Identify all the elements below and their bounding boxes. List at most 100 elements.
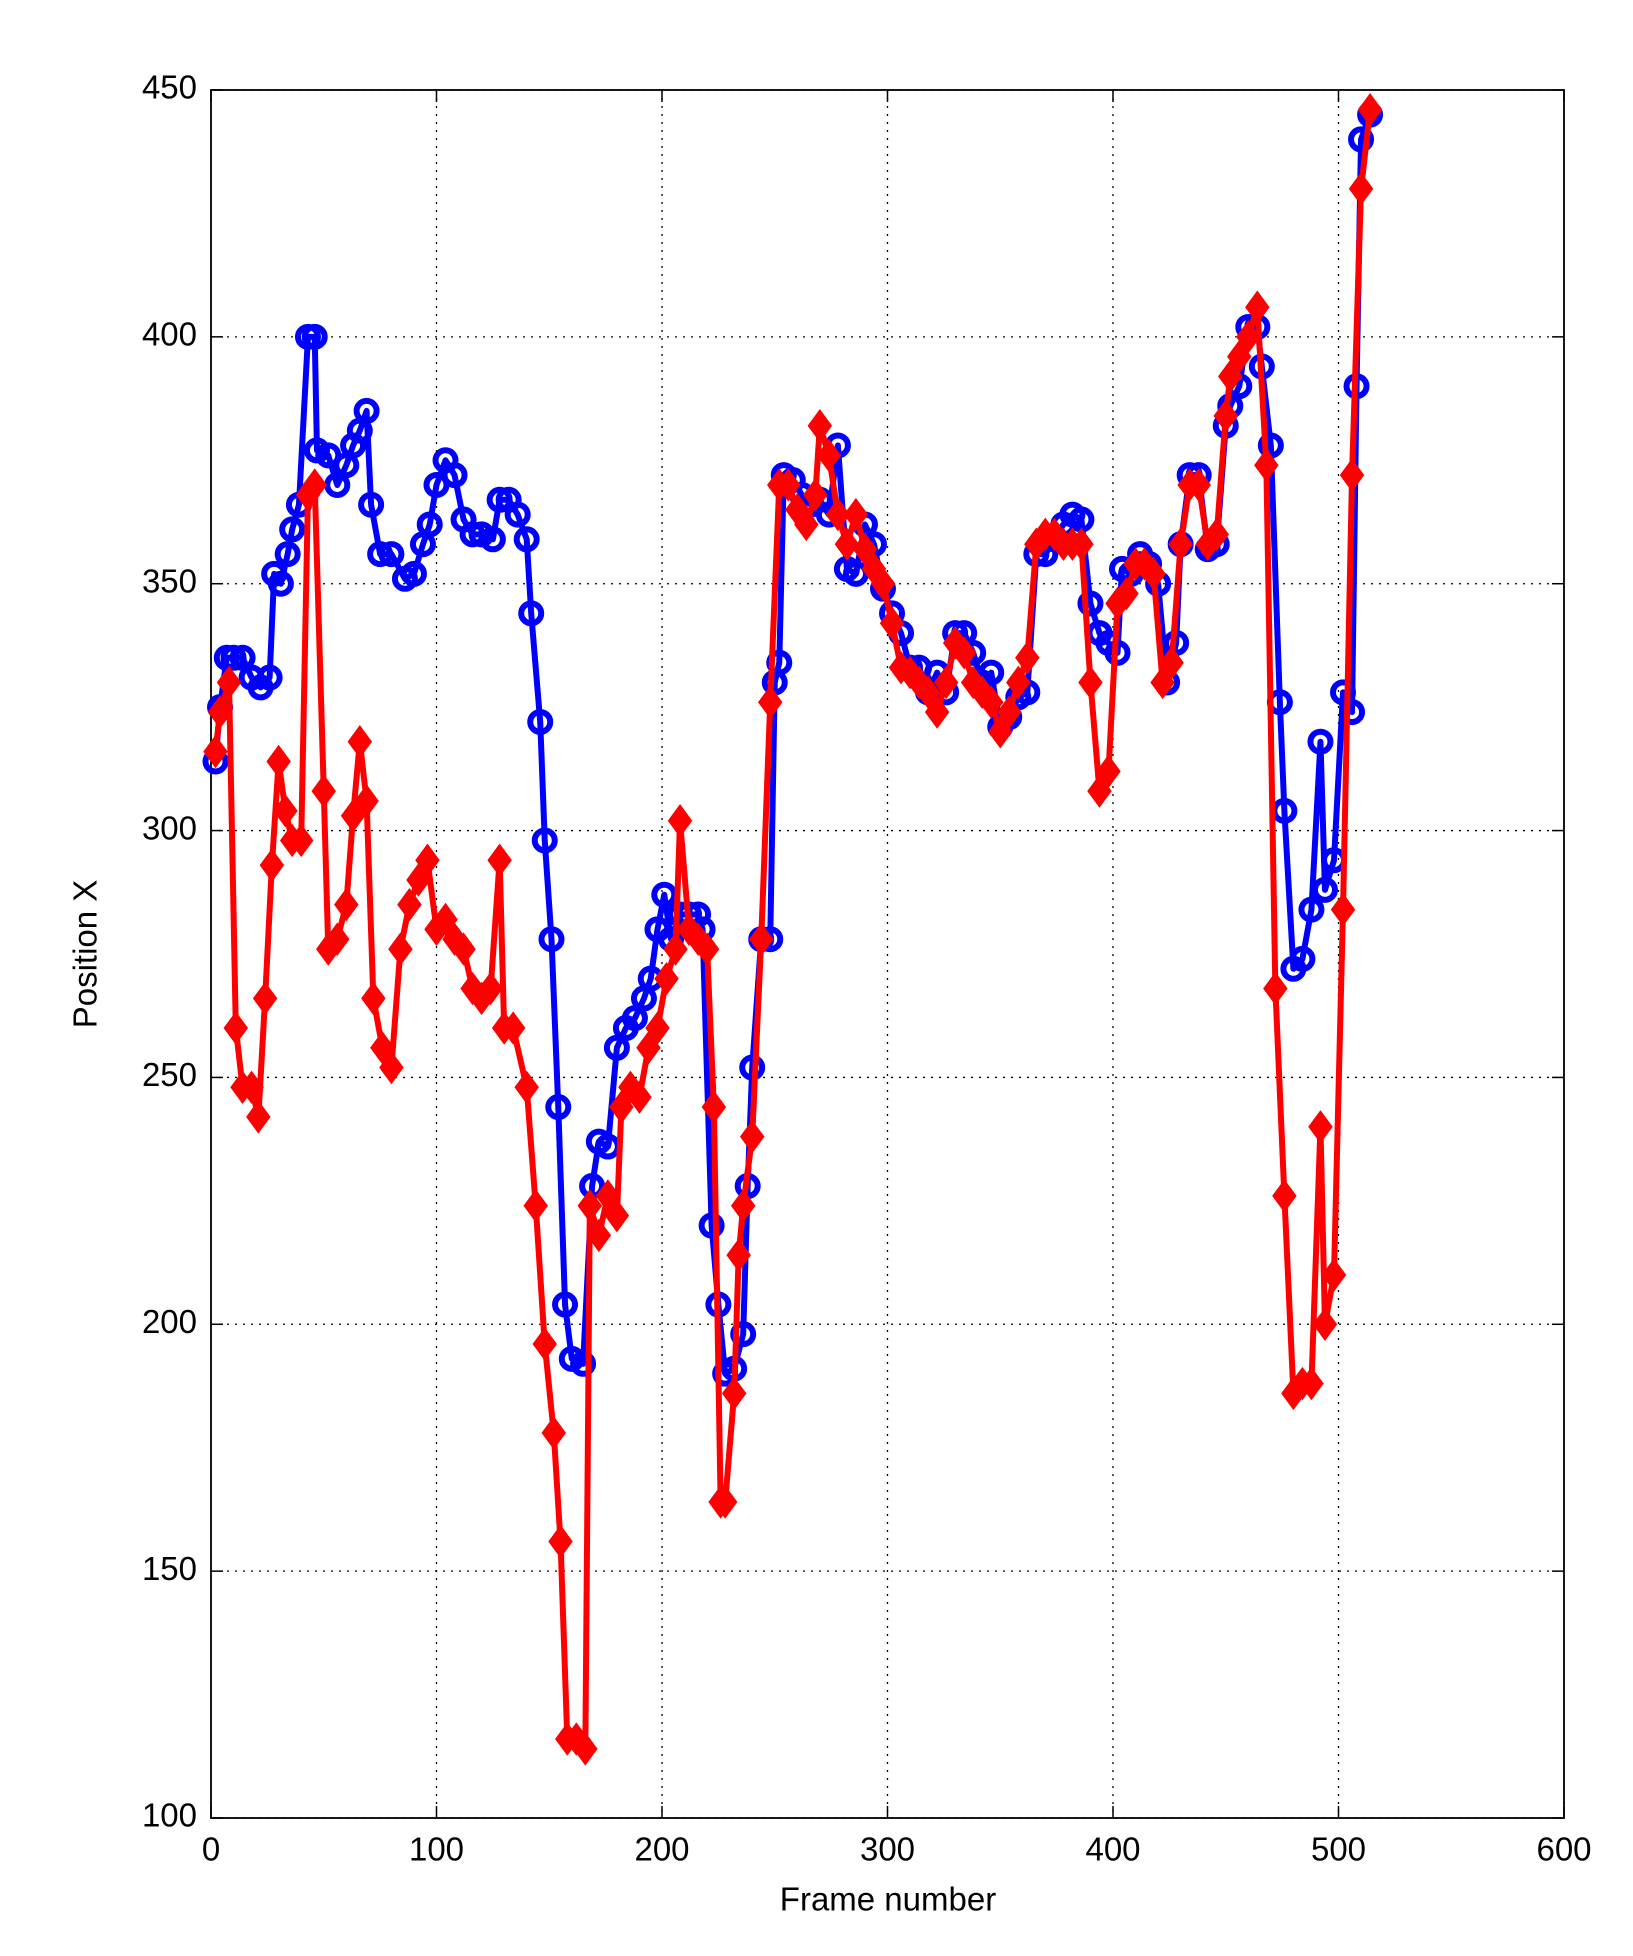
marker: [527, 708, 554, 735]
marker: [730, 1189, 756, 1223]
marker: [604, 1198, 630, 1233]
marker: [1254, 448, 1279, 482]
marker: [794, 507, 819, 542]
marker: [1159, 646, 1184, 680]
marker: [203, 734, 228, 769]
marker: [340, 799, 366, 833]
marker: [1015, 641, 1040, 675]
x-tick-label: 200: [634, 1831, 689, 1868]
marker: [1245, 290, 1270, 324]
marker: [627, 1080, 652, 1114]
marker: [545, 1094, 572, 1121]
marker: [654, 961, 679, 996]
marker: [518, 600, 545, 627]
marker: [378, 541, 405, 568]
marker: [301, 323, 328, 350]
marker: [513, 526, 540, 553]
marker: [370, 1031, 395, 1065]
marker: [1272, 1179, 1297, 1213]
marker: [1307, 728, 1334, 755]
marker: [1330, 892, 1356, 927]
marker: [548, 1524, 573, 1559]
marker: [479, 526, 506, 553]
marker: [834, 527, 860, 561]
marker: [267, 570, 294, 597]
marker: [951, 636, 977, 670]
marker: [1096, 754, 1121, 789]
marker: [852, 532, 878, 566]
marker: [1186, 468, 1211, 502]
marker: [552, 1291, 579, 1318]
x-tick-label: 300: [860, 1831, 915, 1868]
marker: [685, 922, 711, 956]
marker: [1339, 458, 1365, 492]
marker: [663, 932, 688, 966]
marker: [1150, 665, 1175, 700]
marker: [311, 774, 336, 808]
marker: [1312, 1307, 1338, 1341]
marker: [274, 541, 301, 568]
marker: [416, 511, 443, 538]
marker: [442, 922, 467, 956]
marker: [1348, 172, 1374, 206]
marker: [570, 1350, 597, 1377]
marker: [347, 725, 373, 759]
marker: [726, 1238, 751, 1272]
marker: [486, 486, 513, 513]
marker: [358, 491, 385, 518]
marker: [807, 409, 833, 443]
marker: [259, 848, 285, 882]
y-tick-label: 200: [142, 1303, 197, 1340]
marker: [825, 497, 851, 532]
marker: [451, 932, 476, 966]
marker: [415, 843, 440, 877]
plot-frame: [210, 89, 1565, 1819]
marker: [504, 501, 531, 528]
marker: [586, 1218, 612, 1253]
marker: [538, 926, 565, 953]
marker: [325, 922, 350, 956]
marker: [1348, 126, 1375, 153]
marker: [441, 462, 468, 489]
marker: [379, 1050, 404, 1085]
y-axis-title: Position X: [67, 880, 104, 1029]
marker: [1298, 896, 1325, 923]
marker: [1168, 527, 1193, 561]
marker: [252, 981, 278, 1016]
marker: [216, 665, 242, 700]
marker: [1077, 590, 1104, 617]
marker: [924, 695, 950, 729]
y-tick-label: 450: [142, 69, 197, 106]
marker: [1078, 665, 1103, 700]
marker: [266, 744, 291, 779]
marker: [698, 1212, 725, 1239]
marker: [933, 665, 959, 700]
marker: [1263, 971, 1288, 1006]
marker: [1308, 1110, 1333, 1144]
marker: [406, 863, 431, 897]
marker: [523, 1189, 548, 1223]
marker: [816, 438, 842, 473]
y-tick-label: 300: [142, 809, 197, 846]
marker: [997, 695, 1022, 729]
marker: [879, 606, 905, 640]
marker: [1213, 399, 1238, 433]
marker: [532, 1327, 557, 1361]
marker: [564, 1722, 589, 1756]
marker: [621, 1005, 648, 1032]
marker: [1321, 1258, 1347, 1292]
marker: [334, 887, 359, 922]
marker: [541, 1416, 567, 1450]
marker: [487, 843, 512, 877]
x-tick-label: 0: [202, 1831, 220, 1868]
marker: [1006, 665, 1031, 700]
marker: [367, 541, 394, 568]
y-tick-label: 100: [142, 1797, 197, 1834]
marker: [239, 1070, 264, 1104]
marker: [514, 1070, 539, 1104]
marker: [609, 1090, 634, 1124]
marker: [478, 971, 503, 1006]
marker: [776, 468, 801, 502]
